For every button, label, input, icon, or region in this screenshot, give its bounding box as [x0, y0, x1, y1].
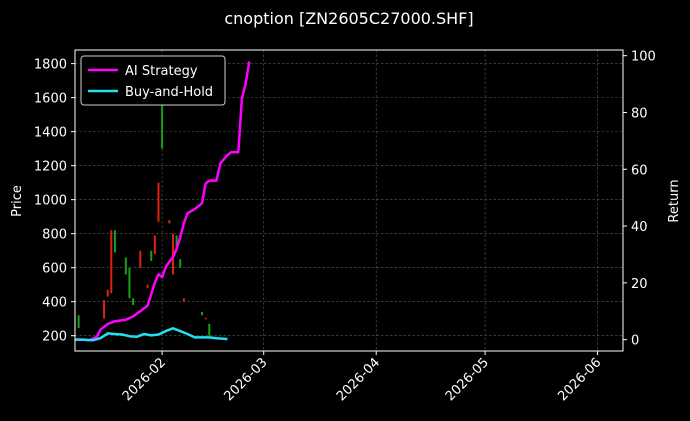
y2-tick-label: 40 — [631, 220, 648, 235]
series-line-ai-strategy — [75, 61, 251, 342]
legend-label-buy-and-hold: Buy-and-Hold — [125, 85, 213, 100]
y2-tick-label: 20 — [631, 277, 648, 292]
legend-box — [80, 55, 226, 106]
return-series — [75, 61, 251, 342]
candlestick — [157, 182, 160, 222]
candlestick — [168, 220, 171, 224]
y-tick-label: 600 — [42, 262, 67, 277]
candlestick — [110, 230, 113, 294]
candlesticks — [77, 67, 211, 336]
candlestick — [179, 259, 182, 268]
legend-label-ai-strategy: AI Strategy — [125, 64, 198, 79]
candlestick — [139, 250, 142, 268]
candlestick — [150, 250, 153, 261]
series-line-buy-and-hold — [75, 327, 228, 342]
chart-title: cnoption [ZN2605C27000.SHF] — [224, 9, 473, 28]
y-tick-label: 200 — [42, 330, 67, 345]
candlestick — [77, 315, 80, 329]
y-tick-label: 800 — [42, 228, 67, 243]
y-tick-label: 1000 — [34, 194, 67, 209]
candlestick — [128, 267, 131, 299]
y-tick-label: 1800 — [34, 58, 67, 73]
y2-tick-label: 100 — [631, 50, 656, 65]
y2-tick-label: 60 — [631, 163, 648, 178]
y2-axis-label: Return — [667, 179, 682, 222]
plot-frame — [74, 49, 624, 352]
y-tick-label: 1200 — [34, 160, 67, 175]
candlestick — [201, 311, 204, 316]
candlestick — [132, 298, 135, 306]
candlestick — [106, 289, 109, 297]
candlestick — [153, 235, 156, 255]
candlestick — [113, 230, 116, 253]
y-tick-label: 1400 — [34, 126, 67, 141]
candlestick — [161, 67, 164, 149]
y-axis-label: Price — [10, 185, 25, 217]
candlestick — [171, 233, 174, 275]
candlestick — [124, 257, 127, 275]
legend: AI Strategy Buy-and-Hold — [80, 55, 226, 106]
y-tick-label: 400 — [42, 296, 67, 311]
y2-tick-label: 0 — [631, 334, 639, 349]
candlestick — [103, 299, 106, 319]
y2-tick-label: 80 — [631, 106, 648, 121]
candlestick — [204, 317, 207, 320]
candlestick — [182, 298, 185, 302]
candlestick — [208, 323, 211, 336]
y-tick-label: 1600 — [34, 92, 67, 107]
candlestick — [146, 284, 149, 289]
candlestick — [175, 235, 178, 248]
